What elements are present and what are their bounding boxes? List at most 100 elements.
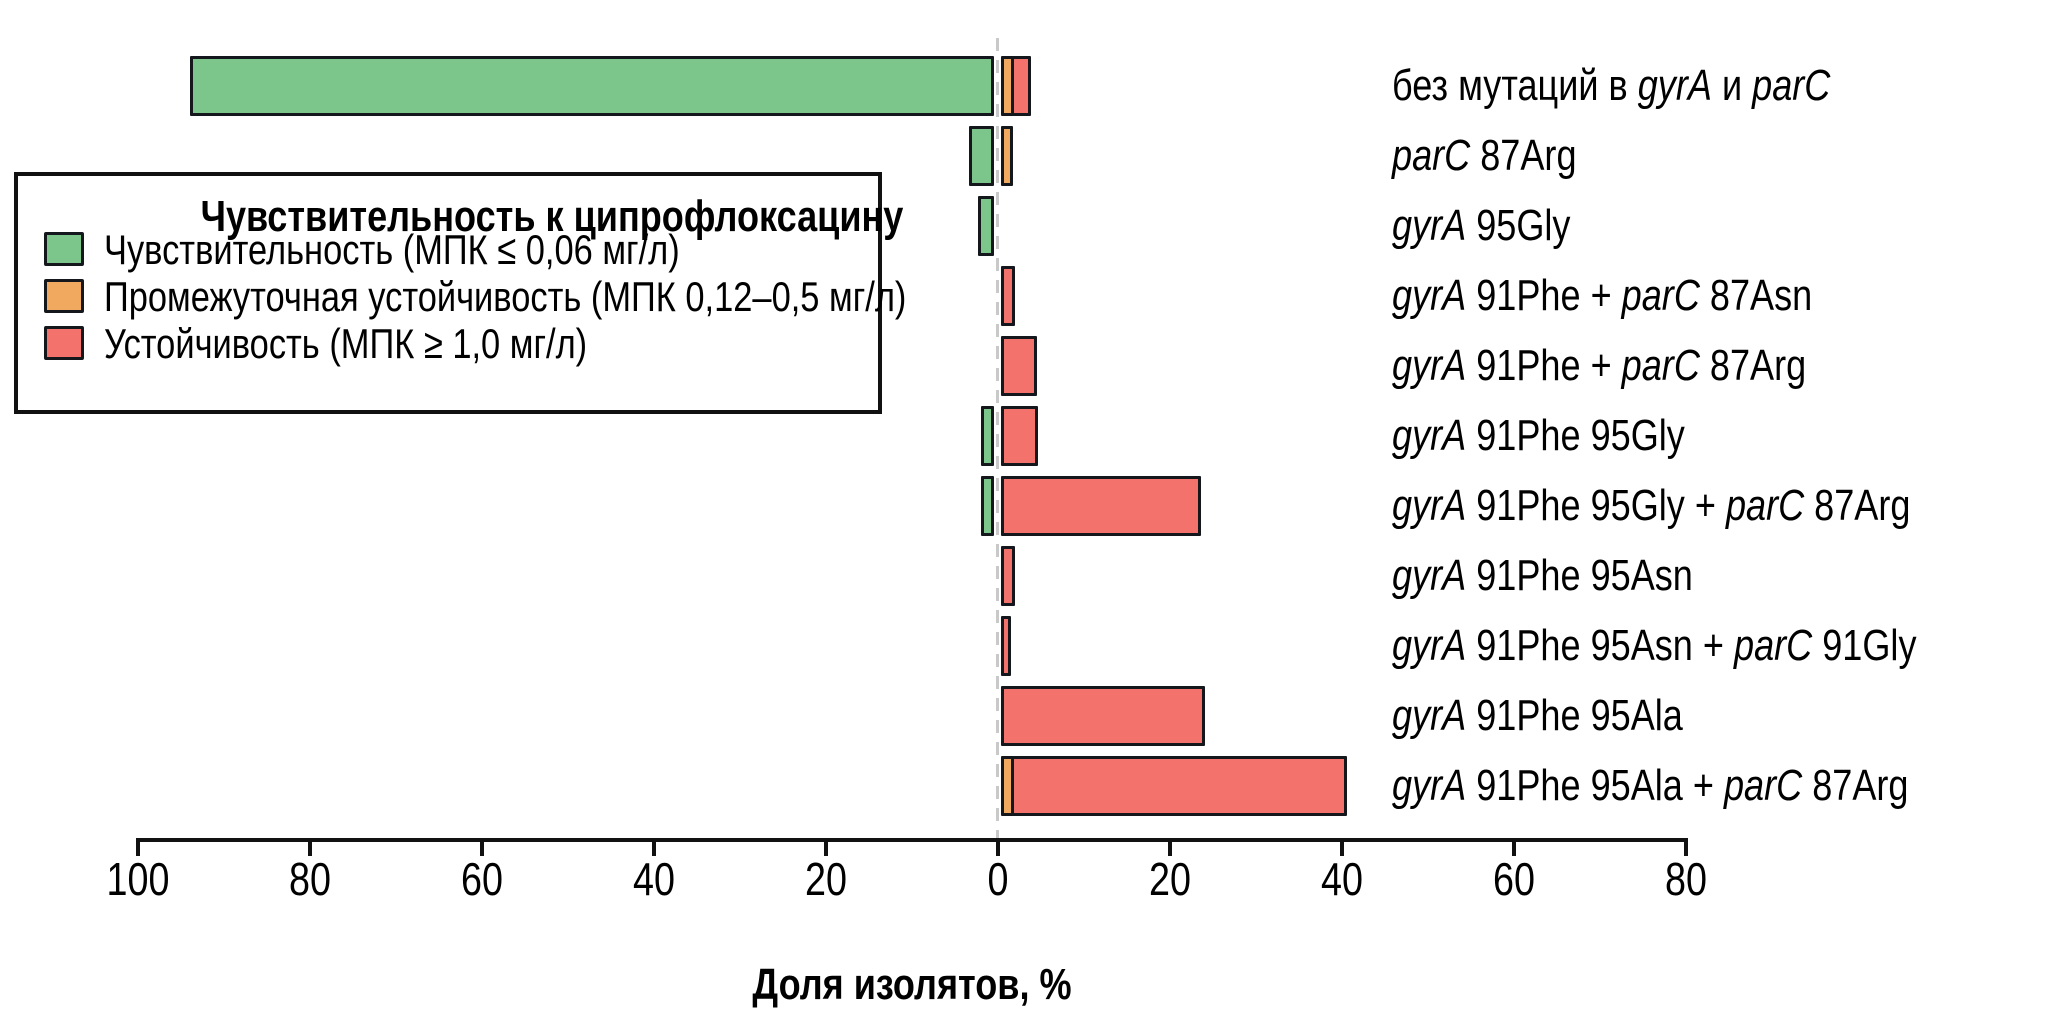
bar-segment-resistant: [1001, 336, 1037, 396]
category-label: gyrA 91Phe 95Gly: [1392, 406, 1749, 466]
category-label-text: без мутаций в gyrA и parC: [1392, 56, 1830, 116]
category-label: без мутаций в gyrA и parC: [1392, 56, 1927, 116]
legend-item-text: Чувствительность (МПК ≤ 0,06 мг/л): [104, 226, 680, 273]
tick-label-text: 60: [1493, 853, 1535, 905]
category-label-text: gyrA 91Phe 95Asn + parC 91Gly: [1392, 616, 1916, 676]
tick-label-text: 20: [1149, 853, 1191, 905]
legend-item-label: Устойчивость (МПК ≥ 1,0 мг/л): [104, 323, 693, 365]
bar-segment-resistant: [1001, 476, 1202, 536]
gene-name: gyrA: [1392, 271, 1467, 320]
x-axis-tick-label: 40: [1321, 856, 1393, 902]
category-label-text: parC 87Arg: [1392, 126, 1577, 186]
label-text: 91Phe 95Asn: [1466, 551, 1693, 600]
legend-swatch-resistant: [44, 326, 84, 360]
bar-segment-susceptible: [190, 56, 994, 116]
category-label: gyrA 91Phe + parC 87Asn: [1392, 266, 1904, 326]
gene-name: parC: [1725, 481, 1805, 530]
tick-label-text: 0: [987, 853, 1009, 905]
category-label-text: gyrA 91Phe 95Asn: [1392, 546, 1693, 606]
x-axis-tick: [1340, 838, 1344, 856]
tick-label-text: 20: [805, 853, 847, 905]
x-axis-tick: [480, 838, 484, 856]
category-label: gyrA 95Gly: [1392, 196, 1610, 256]
bar-segment-resistant: [1001, 406, 1038, 466]
legend-item: Чувствительность (МПК ≤ 0,06 мг/л): [44, 226, 844, 273]
category-label-text: gyrA 91Phe + parC 87Arg: [1392, 336, 1806, 396]
category-label-text: gyrA 95Gly: [1392, 196, 1570, 256]
label-text: 87Arg: [1804, 481, 1911, 530]
tick-label-text: 60: [461, 853, 503, 905]
legend: Чувствительность к ципрофлоксацину Чувст…: [14, 172, 906, 414]
x-axis-tick-label: 20: [805, 856, 877, 902]
category-label: gyrA 91Phe 95Asn + parC 91Gly: [1392, 616, 2032, 676]
x-axis-tick-label: 80: [1665, 856, 1737, 902]
category-label: gyrA 91Phe 95Ala + parC 87Arg: [1392, 756, 2022, 816]
category-label: parC 87Arg: [1392, 126, 1617, 186]
gene-name: gyrA: [1392, 481, 1467, 530]
label-text: 91Phe 95Gly +: [1466, 481, 1726, 530]
gene-name: gyrA: [1392, 621, 1467, 670]
bar-segment-susceptible: [980, 406, 994, 466]
tick-label-text: 80: [1665, 853, 1707, 905]
x-axis-tick: [308, 838, 312, 856]
gene-name: gyrA: [1392, 761, 1467, 810]
tick-label-text: 100: [106, 853, 170, 905]
label-text: 87Arg: [1802, 761, 1909, 810]
x-axis-tick: [1684, 838, 1688, 856]
gene-name: parC: [1723, 761, 1803, 810]
legend-title-text: Чувствительность к ципрофлоксацину: [200, 192, 904, 241]
label-text: 91Phe 95Gly: [1466, 411, 1685, 460]
label-text: 87Asn: [1699, 271, 1813, 320]
x-axis-line: [136, 838, 1688, 842]
tick-label-text: 80: [289, 853, 331, 905]
category-label: gyrA 91Phe 95Asn: [1392, 546, 1759, 606]
bar-segment-resistant: [1001, 686, 1205, 746]
label-text: 87Arg: [1699, 341, 1807, 390]
x-axis-tick: [824, 838, 828, 856]
legend-item-text: Промежуточная устойчивость (МПК 0,12–0,5…: [104, 273, 907, 320]
x-axis-tick-label: 0: [988, 856, 1024, 902]
gene-name: parC: [1752, 61, 1831, 110]
bar-segment-susceptible: [981, 476, 994, 536]
legend-item-label: Чувствительность (МПК ≤ 0,06 мг/л): [104, 226, 806, 273]
x-axis-tick: [652, 838, 656, 856]
gene-name: parC: [1621, 271, 1700, 320]
category-label-text: gyrA 91Phe 95Gly: [1392, 406, 1685, 466]
bar-segment-resistant: [1001, 616, 1011, 676]
label-text: 91Phe 95Asn +: [1466, 621, 1735, 670]
x-axis-tick: [996, 838, 1000, 856]
label-text: 91Phe 95Ala +: [1466, 761, 1724, 810]
gene-name: parC: [1392, 131, 1471, 180]
x-axis-tick-label: 60: [461, 856, 533, 902]
label-text: 87Arg: [1470, 131, 1577, 180]
tick-label-text: 40: [1321, 853, 1363, 905]
x-axis-title-text: Доля изолятов, %: [752, 960, 1072, 1009]
gene-name: parC: [1734, 621, 1813, 670]
gene-name: gyrA: [1392, 411, 1467, 460]
category-label: gyrA 91Phe 95Ala: [1392, 686, 1747, 746]
label-text: 95Gly: [1466, 201, 1571, 250]
legend-swatch-susceptible: [44, 232, 84, 266]
legend-swatch-intermediate: [44, 279, 84, 313]
x-axis-tick: [136, 838, 140, 856]
category-label-text: gyrA 91Phe + parC 87Asn: [1392, 266, 1812, 326]
label-text: и: [1711, 61, 1753, 110]
legend-title: Чувствительность к ципрофлоксацину: [201, 194, 1409, 240]
legend-item: Промежуточная устойчивость (МПК 0,12–0,5…: [44, 276, 906, 318]
bar-segment-resistant: [1001, 266, 1016, 326]
legend-item: Устойчивость (МПК ≥ 1,0 мг/л): [44, 323, 844, 365]
bar-segment-susceptible: [969, 126, 994, 186]
gene-name: parC: [1621, 341, 1700, 390]
zero-dashed-line: [996, 38, 999, 838]
x-axis-title: Доля изолятов, %: [752, 962, 1301, 1008]
bar-segment-resistant: [1001, 546, 1016, 606]
label-text: 91Phe +: [1466, 271, 1622, 320]
x-axis-tick-label: 40: [633, 856, 705, 902]
category-label: gyrA 91Phe 95Gly + parC 87Arg: [1392, 476, 2024, 536]
bar-segment-susceptible: [977, 196, 994, 256]
label-text: без мутаций в: [1392, 61, 1638, 110]
tick-label-text: 40: [633, 853, 675, 905]
x-axis-tick-label: 60: [1493, 856, 1565, 902]
gene-name: gyrA: [1392, 201, 1467, 250]
